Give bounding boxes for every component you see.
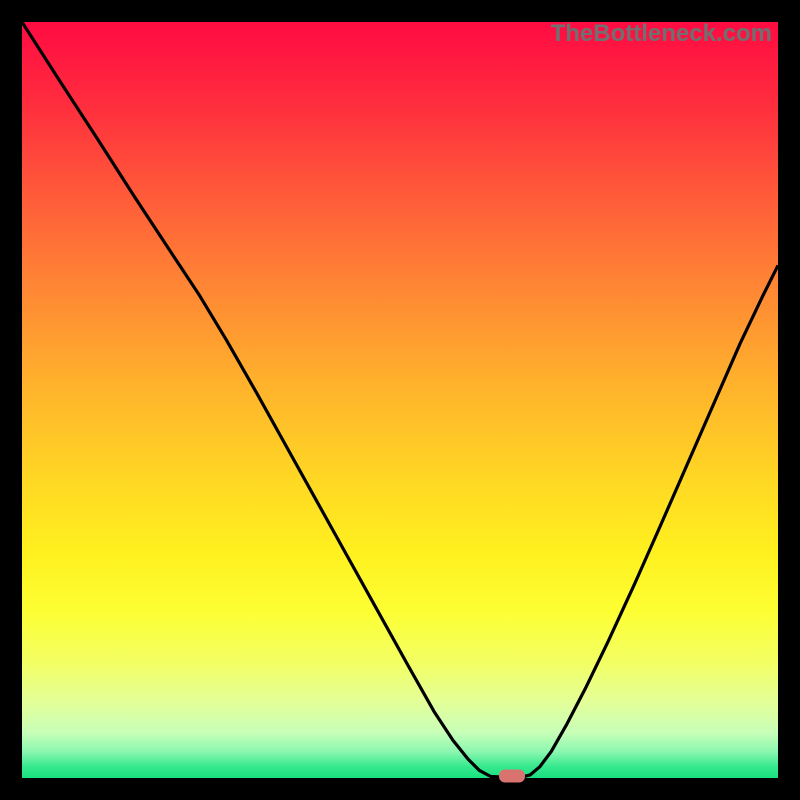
watermark-text: TheBottleneck.com [551, 20, 772, 48]
gradient-background [22, 22, 778, 778]
optimum-marker [499, 769, 525, 782]
plot-area: TheBottleneck.com [22, 22, 778, 778]
chart-frame: TheBottleneck.com [0, 0, 800, 800]
plot-svg [22, 22, 778, 778]
